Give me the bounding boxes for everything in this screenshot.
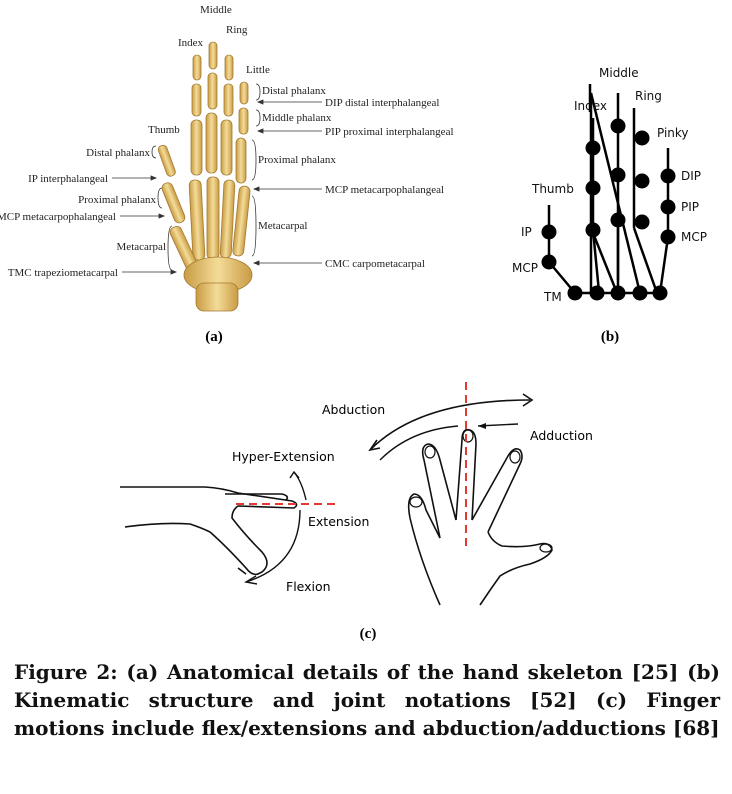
- panel-a-hand-skeleton: Index Middle Ring Little Thumb Distal ph…: [0, 4, 454, 345]
- kin-label-pip: PIP: [681, 200, 699, 214]
- right-label-dip: DIP distal interphalangeal: [325, 97, 439, 109]
- right-label-distal-phalanx: Distal phalanx: [262, 85, 326, 97]
- finger-label-little: Little: [246, 64, 270, 76]
- kin-label-thumb: Thumb: [531, 182, 574, 196]
- right-label-metacarpal: Metacarpal: [258, 220, 307, 232]
- label-flexion: Flexion: [286, 579, 331, 594]
- left-label-distal-phalanx: Distal phalanx: [86, 147, 150, 159]
- right-label-cmc: CMC carpometacarpal: [325, 258, 425, 270]
- label-adduction: Adduction: [530, 428, 593, 443]
- kin-label-middle: Middle: [599, 66, 639, 80]
- label-abduction: Abduction: [322, 402, 385, 417]
- panel-b-kinematic-structure: Index Middle Ring Pinky Thumb DIP PIP MC…: [512, 66, 707, 345]
- right-label-mcp: MCP metacarpophalangeal: [325, 184, 444, 196]
- finger-label-ring: Ring: [226, 24, 248, 36]
- right-label-pip: PIP proximal interphalangeal: [325, 126, 454, 138]
- left-annotation-lines: [112, 145, 178, 275]
- kin-label-mcp: MCP: [681, 230, 707, 244]
- kin-label-index: Index: [574, 99, 607, 113]
- left-label-ip: IP interphalangeal: [28, 173, 108, 185]
- right-label-middle-phalanx: Middle phalanx: [262, 112, 332, 124]
- panel-a-sublabel: (a): [205, 329, 223, 345]
- kin-label-tm: TM: [543, 290, 562, 304]
- front-view-hand: [407, 428, 553, 606]
- kin-label-dip: DIP: [681, 169, 701, 183]
- figure-caption: Figure 2: (a) Anatomical details of the …: [14, 660, 720, 740]
- finger-label-middle: Middle: [200, 4, 232, 16]
- kinematic-joints: [541, 118, 676, 301]
- side-view-arrows: [236, 470, 340, 585]
- finger-label-thumb: Thumb: [148, 124, 180, 136]
- panel-c-sublabel: (c): [360, 626, 377, 642]
- skeleton-illustration: [157, 41, 253, 312]
- panel-c-finger-motions: Hyper-Extension Extension Flexion Abduct…: [120, 382, 593, 642]
- label-extension: Extension: [308, 514, 369, 529]
- left-label-proximal-phalanx: Proximal phalanx: [78, 194, 156, 206]
- kin-label-pinky: Pinky: [657, 126, 689, 140]
- right-annotation-lines: [251, 83, 322, 266]
- kin-label-thumb-mcp: MCP: [512, 261, 538, 275]
- kin-label-ip: IP: [521, 225, 532, 239]
- side-view-hand: [120, 486, 298, 576]
- front-view-arrows: [368, 382, 534, 550]
- right-label-proximal-phalanx: Proximal phalanx: [258, 154, 336, 166]
- left-label-tmc: TMC trapeziometacarpal: [8, 267, 118, 279]
- left-label-mcp: MCP metacarpophalangeal: [0, 211, 116, 223]
- panel-b-sublabel: (b): [601, 329, 619, 345]
- kin-label-ring: Ring: [635, 89, 662, 103]
- left-label-metacarpal: Metacarpal: [117, 241, 166, 253]
- finger-label-index: Index: [178, 37, 204, 49]
- label-hyper-extension: Hyper-Extension: [232, 449, 335, 464]
